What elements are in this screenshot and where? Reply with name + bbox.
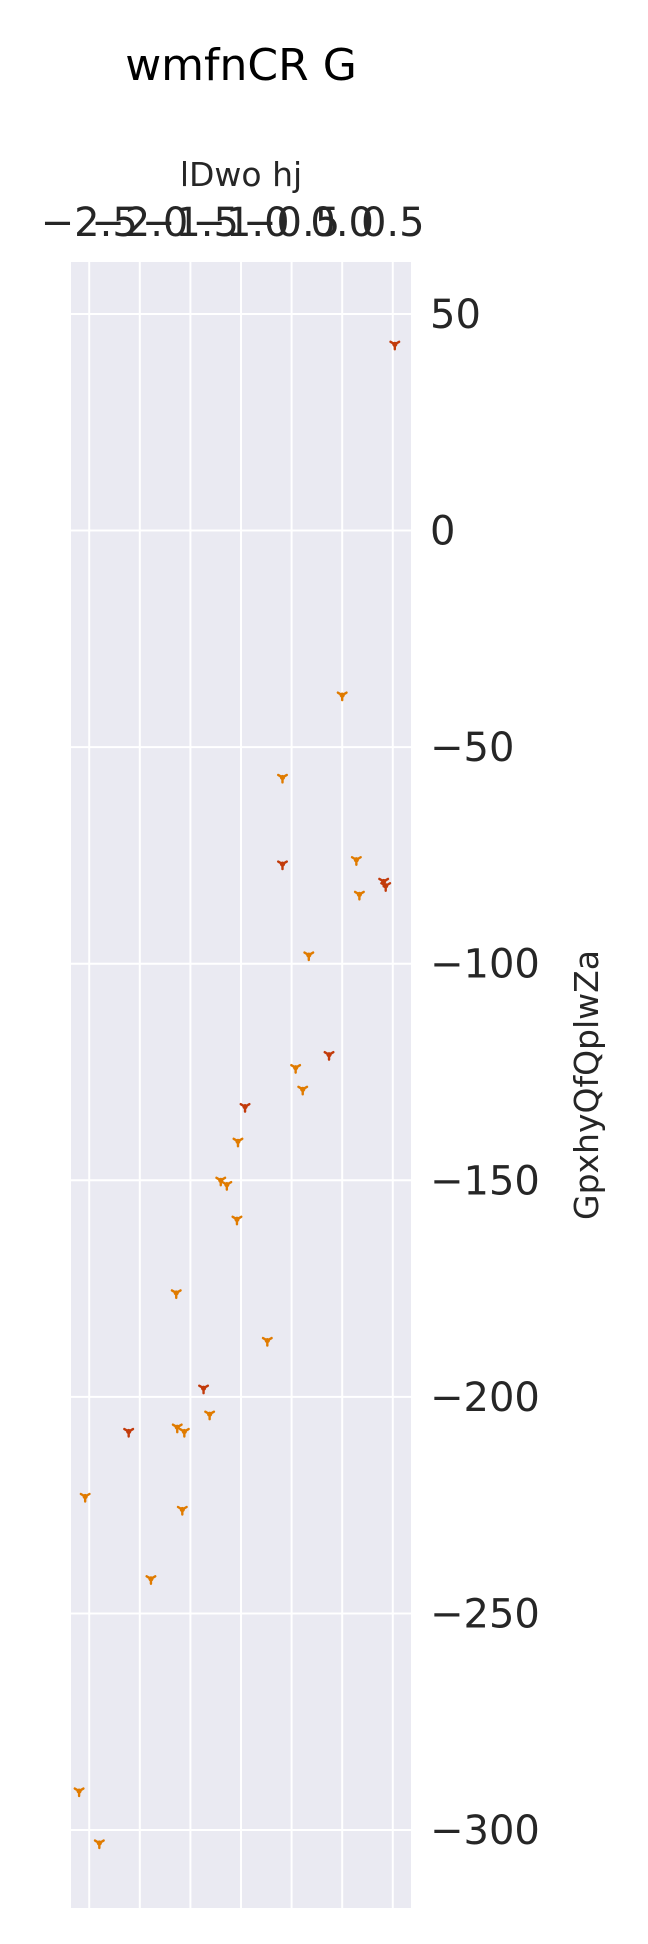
data-point [276, 860, 289, 871]
x-axis-label: lDwo hj [180, 155, 302, 194]
x-tick-label: 0.5 [361, 200, 425, 246]
x-tick-label: −2.5 [41, 200, 138, 246]
data-point [221, 1180, 233, 1191]
data-point [297, 1085, 309, 1096]
data-point [231, 1215, 243, 1226]
data-point [204, 1410, 216, 1421]
data-point [198, 1384, 210, 1395]
chart-title: wmfnCR G [125, 40, 357, 91]
data-point [170, 1289, 182, 1300]
data-point [261, 1336, 273, 1347]
data-point [79, 1492, 91, 1503]
data-point [176, 1505, 188, 1516]
data-point [353, 890, 365, 901]
data-point [276, 773, 289, 784]
data-point [73, 1787, 85, 1798]
data-point [380, 882, 392, 892]
data-point [389, 340, 401, 351]
y-tick-labels: 50 0 −50 −100 −150 −200 −250 −300 [430, 292, 540, 1854]
data-point [350, 856, 362, 866]
y-tick-label: −100 [430, 942, 540, 988]
data-point [178, 1427, 190, 1438]
y-tick-label: −200 [430, 1375, 540, 1421]
data-point [323, 1050, 335, 1061]
y-tick-label: −250 [430, 1591, 540, 1637]
data-point [232, 1137, 244, 1148]
data-point [303, 951, 315, 962]
data-point [239, 1102, 251, 1113]
data-point [145, 1575, 157, 1586]
y-tick-label: −300 [430, 1808, 540, 1854]
x-tick-label: −2.0 [91, 200, 188, 246]
data-points [73, 340, 401, 1850]
x-tick-label: −1.5 [142, 200, 239, 246]
data-point [171, 1423, 183, 1434]
data-point [336, 691, 348, 702]
x-tick-label: −1.0 [192, 200, 289, 246]
y-tick-label: 50 [430, 292, 481, 338]
data-point [93, 1839, 105, 1850]
y-tick-label: −150 [430, 1158, 540, 1204]
y-tick-label: −50 [430, 725, 514, 771]
y-axis-label: GpxhyQfQplwZa [567, 950, 606, 1220]
x-tick-label: −0.5 [243, 200, 340, 246]
x-tick-labels: −2.5−2.0−1.5−1.0−0.50.00.5 [41, 200, 425, 246]
grid-lines [71, 262, 411, 1908]
y-tick-label: 0 [430, 509, 455, 555]
data-point [290, 1063, 302, 1074]
x-tick-label: 0.0 [310, 200, 374, 246]
data-point [123, 1427, 135, 1438]
